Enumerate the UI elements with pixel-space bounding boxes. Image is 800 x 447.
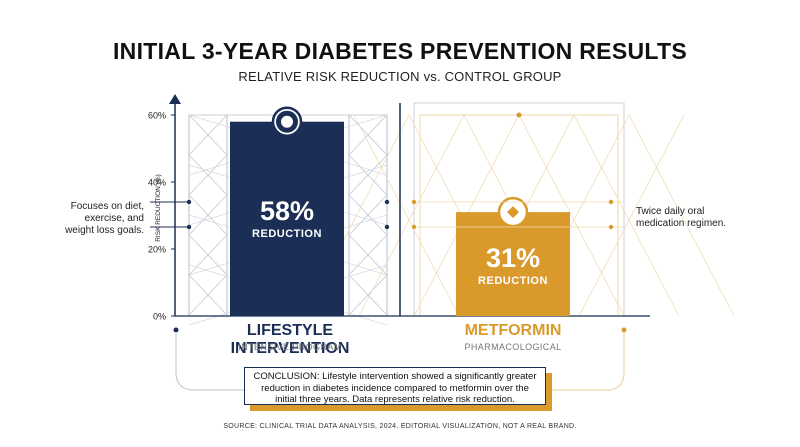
lattice-line-left	[348, 274, 388, 316]
lattice-diagonal-right	[353, 114, 460, 317]
conclusion-box: CONCLUSION: Lifestyle intervention showe…	[244, 367, 546, 405]
y-tick-label: 40%	[148, 178, 166, 188]
connector-dot-left	[186, 199, 192, 205]
category-sublabel-lifestyle: INTENSIVE PROGRAM	[238, 342, 342, 352]
connector-dot-left	[384, 224, 390, 230]
y-axis-label: RISK REDUCTION (%)	[155, 174, 162, 242]
lattice-line-left	[348, 194, 388, 236]
lattice-diagonal-right	[573, 114, 680, 317]
connector-dot-left	[384, 199, 390, 205]
bar-value-lifestyle: 58%	[259, 196, 315, 226]
diamond-icon	[507, 206, 519, 219]
bar-sublabel-metformin: REDUCTION	[478, 275, 548, 287]
note-metformin: Twice daily oral medication regimen.	[636, 206, 727, 229]
panel-dot-right	[516, 112, 522, 118]
chart-subtitle: RELATIVE RISK REDUCTION vs. CONTROL GROU…	[238, 69, 562, 84]
y-tick-label: 0%	[153, 312, 166, 322]
category-label-lifestyle: LIFESTYLE INTERVENTION	[230, 322, 350, 357]
bracket-line-left	[175, 332, 244, 391]
connector-dot-right	[608, 224, 614, 230]
connector-dot-right	[411, 224, 417, 230]
target-icon-center	[281, 115, 293, 128]
lattice-line-left	[348, 154, 388, 196]
bar-lifestyle	[230, 121, 344, 316]
y-tick-label: 60%	[148, 111, 166, 121]
lattice-line-left	[188, 274, 228, 316]
lattice-line-left	[348, 234, 388, 276]
y-tick-label: 20%	[148, 245, 166, 255]
lattice-diagonal-right	[518, 114, 625, 317]
lattice-line-left	[348, 114, 388, 156]
bracket-dot-left	[173, 327, 179, 333]
lattice-line-left	[188, 154, 228, 196]
lattice-diagonal-right	[628, 114, 735, 317]
lattice-line-left	[188, 194, 228, 236]
lattice-diagonal-right	[358, 114, 465, 317]
connector-dot-right	[608, 199, 614, 205]
chart-title: INITIAL 3-YEAR DIABETES PREVENTION RESUL…	[112, 38, 688, 64]
y-axis-arrow	[169, 94, 181, 104]
bar-sublabel-lifestyle: REDUCTION	[252, 228, 322, 240]
category-label-metformin: METFORMIN	[464, 322, 562, 339]
connector-dot-right	[411, 199, 417, 205]
lattice-diagonal-right	[578, 114, 685, 317]
source-note: SOURCE: CLINICAL TRIAL DATA ANALYSIS, 20…	[223, 423, 577, 430]
category-sublabel-metformin: PHARMACOLOGICAL	[464, 342, 562, 352]
bar-metformin	[456, 212, 570, 316]
lattice-line-left	[188, 234, 228, 276]
note-lifestyle: Focuses on diet, exercise, and weight lo…	[65, 201, 144, 236]
connector-dot-left	[186, 224, 192, 230]
bracket-dot-right	[621, 327, 627, 333]
bracket-line-right	[552, 332, 625, 391]
lattice-line-left	[188, 114, 228, 156]
bar-value-metformin: 31%	[485, 243, 541, 273]
